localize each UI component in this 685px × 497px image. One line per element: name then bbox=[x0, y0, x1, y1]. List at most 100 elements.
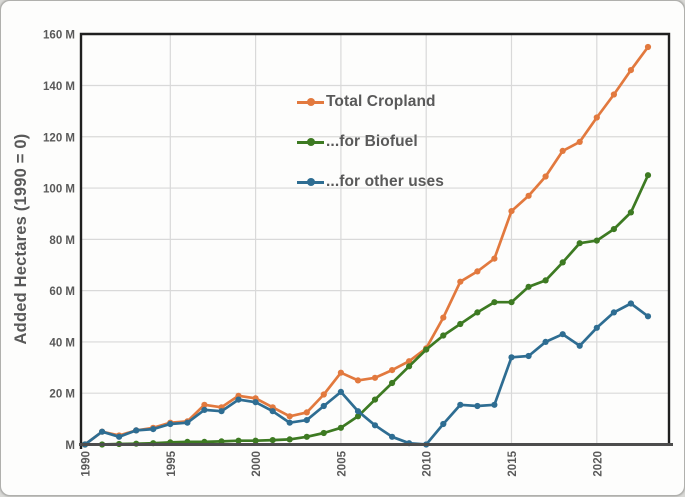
legend-item-total-cropland: Total Cropland bbox=[297, 92, 436, 112]
legend-item-biofuel: ...for Biofuel bbox=[297, 132, 418, 152]
data-point bbox=[627, 300, 635, 307]
data-point bbox=[337, 424, 344, 431]
data-point bbox=[457, 320, 464, 328]
data-point bbox=[337, 388, 344, 395]
data-point bbox=[252, 437, 259, 444]
data-point bbox=[286, 413, 293, 420]
x-tick-label: 2015 bbox=[507, 450, 519, 476]
y-tick-label: 20 M bbox=[49, 389, 75, 401]
legend-label-other-uses: ...for other uses bbox=[326, 173, 444, 190]
data-point bbox=[269, 437, 276, 444]
data-point bbox=[303, 433, 310, 440]
data-point bbox=[508, 299, 515, 306]
data-point bbox=[644, 43, 652, 51]
data-point bbox=[133, 427, 140, 434]
data-point bbox=[644, 313, 652, 320]
data-point bbox=[525, 352, 532, 360]
data-point bbox=[491, 401, 498, 408]
y-tick-label: 40 M bbox=[49, 337, 75, 349]
data-point bbox=[576, 138, 583, 145]
data-point bbox=[610, 309, 618, 316]
data-series bbox=[81, 43, 652, 448]
x-tick-label: 2010 bbox=[422, 451, 434, 477]
data-point bbox=[167, 420, 174, 428]
y-tick-label: 100 M bbox=[43, 184, 75, 196]
axis-tick-labels: M 20 M 40 M 60 M 80 M 100 M 120 M 140 M 160 M 199… bbox=[43, 30, 604, 477]
legend-label-biofuel: ...for Biofuel bbox=[326, 133, 418, 150]
x-tick-label: 1990 bbox=[81, 451, 93, 477]
data-point bbox=[371, 374, 379, 381]
data-point bbox=[457, 401, 464, 408]
data-point bbox=[508, 208, 515, 215]
data-point bbox=[406, 358, 413, 365]
data-point bbox=[559, 331, 566, 338]
legend-label-total-cropland: Total Cropland bbox=[326, 93, 436, 110]
y-tick-label: M bbox=[65, 440, 75, 452]
data-point bbox=[576, 342, 583, 349]
data-point bbox=[99, 428, 106, 435]
data-point bbox=[337, 369, 344, 376]
x-tick-label: 1995 bbox=[166, 450, 178, 476]
data-point bbox=[389, 367, 396, 374]
data-point bbox=[235, 396, 242, 403]
data-point bbox=[525, 192, 532, 199]
data-point bbox=[320, 402, 327, 410]
data-point bbox=[644, 172, 652, 179]
data-point bbox=[286, 436, 293, 443]
data-point bbox=[184, 419, 191, 426]
data-point bbox=[354, 377, 362, 384]
data-point bbox=[627, 209, 635, 216]
data-point bbox=[627, 67, 635, 74]
data-point bbox=[201, 406, 208, 413]
plot-border bbox=[79, 32, 673, 449]
data-point bbox=[593, 237, 600, 244]
data-point bbox=[218, 438, 225, 445]
data-point bbox=[440, 332, 447, 339]
data-point bbox=[150, 426, 157, 433]
data-point bbox=[235, 437, 242, 444]
data-point bbox=[457, 278, 464, 285]
x-tick-label: 2020 bbox=[592, 451, 604, 477]
x-tick-label: 2000 bbox=[251, 451, 263, 477]
y-tick-label: 60 M bbox=[49, 286, 75, 298]
data-point bbox=[491, 299, 498, 306]
data-point bbox=[286, 419, 293, 426]
data-point bbox=[116, 433, 123, 440]
legend-item-other-uses: ...for other uses bbox=[297, 172, 444, 192]
data-point bbox=[440, 420, 447, 428]
data-point bbox=[593, 324, 600, 331]
data-point bbox=[474, 268, 481, 275]
data-point bbox=[542, 338, 549, 345]
data-point bbox=[593, 114, 600, 121]
y-axis-title: Added Hectares (1990 = 0) bbox=[12, 134, 30, 345]
data-point bbox=[269, 408, 276, 415]
data-point bbox=[559, 147, 566, 154]
data-point bbox=[559, 259, 566, 266]
data-point bbox=[423, 346, 430, 353]
data-point bbox=[508, 354, 515, 361]
x-tick-label: 2005 bbox=[336, 450, 348, 476]
data-point bbox=[440, 314, 447, 321]
data-point bbox=[303, 409, 310, 416]
y-tick-label: 140 M bbox=[43, 81, 75, 93]
data-point bbox=[491, 255, 498, 262]
line-marker-icon bbox=[297, 178, 324, 186]
data-point bbox=[610, 226, 618, 233]
line-marker-icon bbox=[297, 138, 324, 146]
data-point bbox=[354, 413, 362, 420]
data-point bbox=[252, 399, 259, 406]
data-point bbox=[474, 309, 481, 316]
data-point bbox=[542, 277, 549, 284]
data-point bbox=[474, 402, 481, 410]
data-point bbox=[371, 422, 379, 429]
y-tick-label: 80 M bbox=[49, 235, 75, 247]
data-point bbox=[542, 173, 549, 180]
data-point bbox=[525, 283, 532, 290]
data-point bbox=[576, 240, 583, 247]
data-point bbox=[610, 91, 618, 98]
data-point bbox=[320, 429, 327, 437]
y-tick-label: 120 M bbox=[43, 132, 75, 144]
y-tick-label: 160 M bbox=[43, 30, 75, 42]
